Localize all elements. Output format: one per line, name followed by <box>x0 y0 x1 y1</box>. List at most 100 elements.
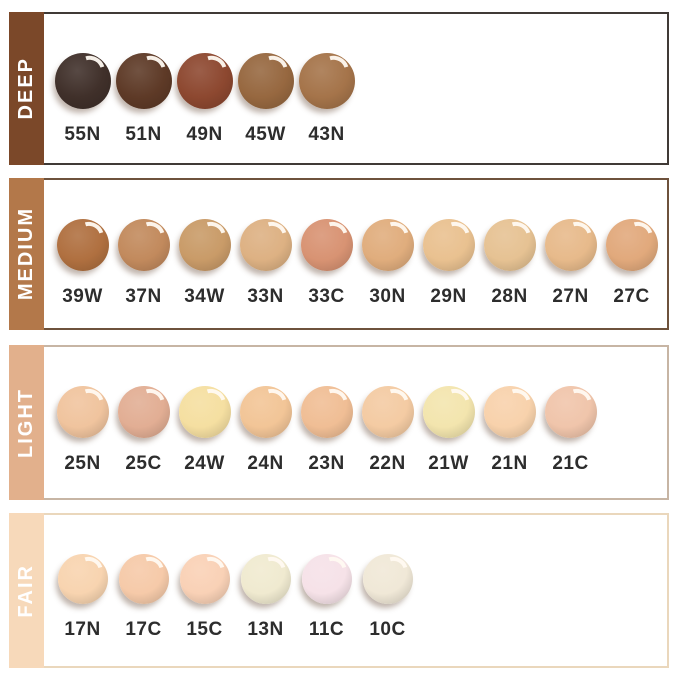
swatch-33n: 33N <box>235 180 296 308</box>
shade-row-light: LIGHT 25N 25C 24W 24N 23N 22N <box>9 345 669 500</box>
swatch-code-label: 30N <box>369 286 406 307</box>
swatch-code-label: 21C <box>552 453 589 474</box>
swatch-code-label: 23N <box>308 453 345 474</box>
gloss-highlight-icon <box>253 383 292 422</box>
swatch-circle <box>361 383 414 438</box>
swatch-circle <box>54 50 111 109</box>
swatch-circle <box>179 552 230 604</box>
swatch-25c: 25C <box>113 347 174 475</box>
row-band-label: LIGHT <box>15 387 37 458</box>
gloss-highlight-icon <box>314 383 353 422</box>
swatch-list: 17N 17C 15C 13N 11C 10C <box>52 515 667 641</box>
swatch-circle <box>422 216 475 271</box>
gloss-highlight-icon <box>375 552 413 589</box>
swatch-37n: 37N <box>113 180 174 308</box>
swatch-circle <box>115 50 172 109</box>
gloss-highlight-icon <box>497 216 536 255</box>
swatch-24w: 24W <box>174 347 235 475</box>
row-band-label: DEEP <box>15 57 37 120</box>
swatch-24n: 24N <box>235 347 296 475</box>
swatch-circle <box>483 216 536 271</box>
swatch-circle <box>422 383 475 438</box>
swatch-21n: 21N <box>479 347 540 475</box>
swatch-circle <box>301 552 352 604</box>
swatch-code-label: 28N <box>491 286 528 307</box>
gloss-highlight-icon <box>253 552 291 589</box>
swatch-circle <box>178 383 231 438</box>
swatch-code-label: 21W <box>428 453 469 474</box>
gloss-highlight-icon <box>375 216 414 255</box>
swatch-circle <box>118 552 169 604</box>
swatch-code-label: 17C <box>125 619 162 640</box>
swatch-circle <box>361 216 414 271</box>
swatch-list: 55N 51N 49N 45W 43N <box>52 14 667 146</box>
swatch-circle <box>56 216 109 271</box>
gloss-highlight-icon <box>70 552 108 589</box>
swatch-code-label: 55N <box>64 124 101 145</box>
shade-row-fair: FAIR 17N 17C 15C 13N 11C 10C <box>9 513 669 668</box>
row-band-label: MEDIUM <box>15 207 37 301</box>
swatch-11c: 11C <box>296 515 357 641</box>
swatch-27n: 27N <box>540 180 601 308</box>
swatch-21w: 21W <box>418 347 479 475</box>
gloss-highlight-icon <box>69 50 111 92</box>
gloss-highlight-icon <box>192 216 231 255</box>
gloss-highlight-icon <box>313 50 355 92</box>
gloss-highlight-icon <box>192 383 231 422</box>
swatch-circle <box>57 552 108 604</box>
swatch-code-label: 49N <box>186 124 223 145</box>
swatch-code-label: 29N <box>430 286 467 307</box>
swatch-circle <box>483 383 536 438</box>
swatch-circle <box>239 216 292 271</box>
swatch-30n: 30N <box>357 180 418 308</box>
row-band-deep: DEEP <box>9 12 44 165</box>
swatch-circle <box>117 383 170 438</box>
swatch-code-label: 21N <box>491 453 528 474</box>
gloss-highlight-icon <box>131 383 170 422</box>
swatch-circle <box>56 383 109 438</box>
swatch-49n: 49N <box>174 14 235 146</box>
swatch-code-label: 34W <box>184 286 225 307</box>
swatch-code-label: 37N <box>125 286 162 307</box>
gloss-highlight-icon <box>619 216 658 255</box>
row-band-medium: MEDIUM <box>9 178 44 330</box>
swatch-10c: 10C <box>357 515 418 641</box>
shade-row-deep: DEEP 55N 51N 49N 45W 43N <box>9 12 669 165</box>
gloss-highlight-icon <box>70 216 109 255</box>
gloss-highlight-icon <box>191 50 233 92</box>
swatch-circle <box>239 383 292 438</box>
swatch-code-label: 33N <box>247 286 284 307</box>
swatch-circle <box>178 216 231 271</box>
swatch-43n: 43N <box>296 14 357 146</box>
gloss-highlight-icon <box>314 216 353 255</box>
swatch-code-label: 33C <box>308 286 345 307</box>
swatch-17n: 17N <box>52 515 113 641</box>
swatch-34w: 34W <box>174 180 235 308</box>
swatch-circle <box>544 216 597 271</box>
swatch-25n: 25N <box>52 347 113 475</box>
swatch-17c: 17C <box>113 515 174 641</box>
swatch-code-label: 15C <box>186 619 223 640</box>
swatch-code-label: 24W <box>184 453 225 474</box>
shade-row-medium: MEDIUM 39W 37N 34W 33N 33C 30N <box>9 178 669 330</box>
swatch-circle <box>362 552 413 604</box>
swatch-28n: 28N <box>479 180 540 308</box>
swatch-code-label: 25N <box>64 453 101 474</box>
swatch-code-label: 22N <box>369 453 406 474</box>
swatch-13n: 13N <box>235 515 296 641</box>
swatch-circle <box>240 552 291 604</box>
swatch-circle <box>176 50 233 109</box>
gloss-highlight-icon <box>558 216 597 255</box>
gloss-highlight-icon <box>252 50 294 92</box>
gloss-highlight-icon <box>131 216 170 255</box>
swatch-code-label: 43N <box>308 124 345 145</box>
swatch-55n: 55N <box>52 14 113 146</box>
swatch-circle <box>237 50 294 109</box>
gloss-highlight-icon <box>436 383 475 422</box>
swatch-21c: 21C <box>540 347 601 475</box>
gloss-highlight-icon <box>558 383 597 422</box>
gloss-highlight-icon <box>375 383 414 422</box>
swatch-27c: 27C <box>601 180 662 308</box>
swatch-code-label: 51N <box>125 124 162 145</box>
swatch-22n: 22N <box>357 347 418 475</box>
